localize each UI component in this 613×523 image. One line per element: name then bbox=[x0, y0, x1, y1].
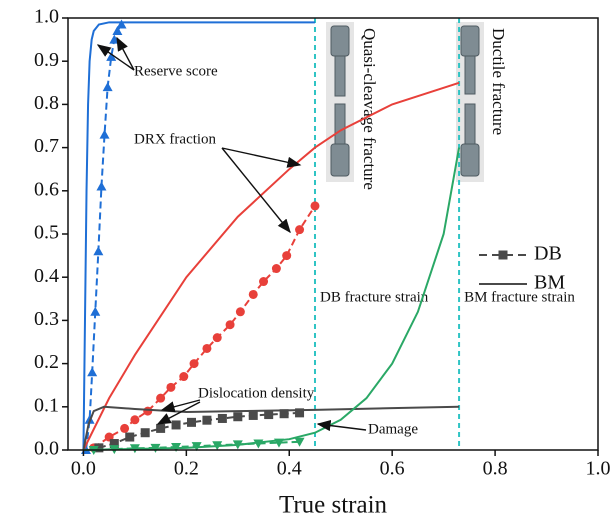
annotation-arrow bbox=[160, 399, 201, 413]
y-tick-label: 0.5 bbox=[34, 222, 59, 244]
annotation: DRX fraction bbox=[134, 131, 217, 147]
x-axis-title: True strain bbox=[279, 492, 388, 519]
x-tick-label: 0.8 bbox=[483, 458, 508, 480]
specimen-ductile bbox=[456, 22, 484, 182]
marker bbox=[156, 393, 166, 403]
marker bbox=[235, 307, 245, 317]
x-tick-label: 0.0 bbox=[71, 458, 96, 480]
x-tick-label: 0.4 bbox=[277, 458, 302, 480]
annotation: Dislocation density bbox=[198, 385, 315, 401]
legend-label: BM bbox=[534, 272, 565, 294]
marker bbox=[248, 410, 258, 420]
x-tick-label: 0.2 bbox=[174, 458, 199, 480]
y-tick-label: 0.6 bbox=[34, 178, 59, 200]
x-tick-label: 1.0 bbox=[586, 458, 611, 480]
marker bbox=[217, 413, 227, 423]
marker bbox=[156, 423, 166, 433]
marker bbox=[171, 420, 181, 430]
annotation-arrow bbox=[96, 44, 135, 71]
y-tick-label: 0.1 bbox=[34, 394, 59, 416]
marker bbox=[212, 333, 222, 343]
annotation-arrow bbox=[156, 401, 201, 425]
y-tick-label: 0.4 bbox=[34, 265, 59, 287]
fracture-strain-label: BM fracture strain bbox=[464, 289, 575, 305]
marker bbox=[90, 306, 101, 316]
marker bbox=[94, 443, 104, 453]
marker bbox=[259, 277, 269, 287]
annotation-arrow bbox=[116, 36, 135, 71]
fracture-mode-label: Ductile fracture bbox=[489, 28, 508, 135]
marker bbox=[295, 225, 305, 235]
y-tick-label: 0.8 bbox=[34, 92, 59, 114]
y-tick-label: 1.0 bbox=[34, 6, 59, 28]
annotation-arrow bbox=[316, 420, 367, 432]
marker bbox=[248, 289, 258, 299]
marker bbox=[93, 246, 104, 256]
marker bbox=[282, 251, 292, 261]
marker bbox=[233, 412, 243, 422]
marker bbox=[99, 129, 110, 139]
marker bbox=[295, 408, 305, 418]
marker bbox=[179, 372, 189, 382]
marker bbox=[225, 320, 235, 330]
marker bbox=[109, 439, 119, 449]
marker bbox=[264, 410, 274, 420]
series-line bbox=[82, 21, 315, 451]
series-line bbox=[83, 147, 461, 451]
marker bbox=[271, 264, 281, 274]
marker bbox=[202, 343, 212, 353]
annotation: Damage bbox=[368, 421, 418, 437]
annotation-arrow bbox=[221, 147, 302, 168]
annotation-arrow bbox=[221, 147, 291, 234]
marker bbox=[294, 437, 305, 447]
marker bbox=[120, 423, 130, 433]
marker bbox=[202, 415, 212, 425]
fracture-strain-label: DB fracture strain bbox=[320, 289, 429, 305]
marker bbox=[96, 181, 107, 191]
marker bbox=[87, 367, 98, 377]
y-tick-label: 0.2 bbox=[34, 351, 59, 373]
y-tick-label: 0.7 bbox=[34, 135, 59, 157]
marker bbox=[130, 415, 140, 425]
fracture-mode-label: Quasi-cleavage fracture bbox=[360, 28, 379, 190]
marker bbox=[279, 409, 289, 419]
marker bbox=[166, 382, 176, 392]
y-tick-label: 0.3 bbox=[34, 308, 59, 330]
annotation: Reserve score bbox=[134, 63, 218, 79]
y-tick-label: 0.9 bbox=[34, 49, 59, 71]
x-tick-label: 0.6 bbox=[380, 458, 405, 480]
marker bbox=[186, 417, 196, 427]
marker bbox=[116, 19, 127, 29]
y-tick-label: 0.0 bbox=[34, 438, 59, 460]
series-line bbox=[82, 81, 460, 451]
specimen-quasi bbox=[326, 22, 354, 182]
marker bbox=[102, 82, 113, 92]
legend-label: DB bbox=[534, 243, 562, 265]
marker bbox=[112, 25, 123, 35]
marker bbox=[140, 428, 150, 438]
marker bbox=[189, 359, 199, 369]
marker bbox=[143, 406, 153, 416]
marker bbox=[125, 432, 135, 442]
legend-marker bbox=[498, 250, 508, 260]
marker bbox=[310, 201, 320, 211]
